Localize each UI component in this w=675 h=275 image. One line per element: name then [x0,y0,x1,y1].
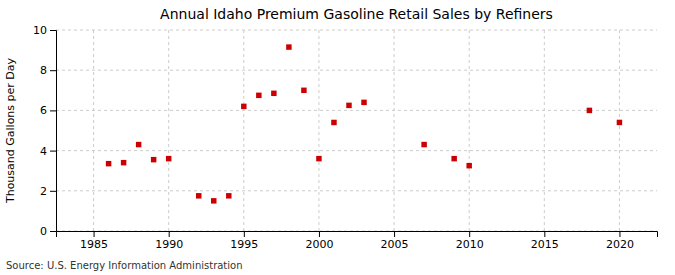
x-tick-label: 2000 [305,238,333,251]
y-grid-line [56,150,657,151]
y-tick: 6 [40,104,56,117]
point [331,120,336,125]
y-axis-line [50,31,57,232]
x-grid-line [93,30,94,231]
point [316,156,321,161]
x-tick-label: 1985 [80,238,108,251]
x-grid-line [318,30,319,231]
y-tick-label: 10 [33,24,47,37]
point [226,193,231,198]
y-tick-label: 6 [40,104,47,117]
x-tick-label: 1995 [230,238,258,251]
point [256,93,261,98]
point [196,193,201,198]
x-axis: 1985 1990 1995 2000 2005 2010 2015 2020 [57,231,658,251]
point [121,160,126,165]
x-tick-label: 1990 [155,238,183,251]
y-tick-label: 4 [40,145,47,158]
point [286,44,291,49]
y-tick-mark [50,110,56,111]
y-grid-line [56,30,657,31]
x-grid-line [619,30,620,231]
y-tick: 0 [40,225,56,238]
y-grid-line [56,110,657,111]
point [211,198,216,203]
point [361,100,366,105]
point [346,103,351,108]
y-tick-mark [50,231,56,232]
x-axis-line [57,232,658,238]
point [166,156,171,161]
point [617,120,622,125]
x-tick-mark [469,231,470,237]
point [587,108,592,113]
x-tick: 1990 [155,231,183,251]
x-tick: 1995 [230,231,258,251]
point [301,88,306,93]
y-tick-mark [50,151,56,152]
x-grid-line [544,30,545,231]
x-tick-label: 2005 [381,238,409,251]
x-tick: 2005 [381,231,409,251]
x-tick: 2010 [456,231,484,251]
chart: 1985 1990 1995 2000 2005 2010 2015 2020 0 2 4 6 8 10 A… [0,0,675,275]
x-grid-line [394,30,395,231]
point [241,104,246,109]
point [151,157,156,162]
y-tick: 2 [40,185,56,198]
point [466,163,471,168]
x-tick: 2015 [531,231,559,251]
plot-area: 1985 1990 1995 2000 2005 2010 2015 2020 0 2 4 6 8 10 [33,24,658,251]
x-grid-line [168,30,169,231]
x-tick-label: 2020 [606,238,634,251]
x-grid-line [469,30,470,231]
x-tick-mark [394,231,395,237]
point [421,142,426,147]
x-tick-mark [619,231,620,237]
x-tick-mark [544,231,545,237]
x-tick-label: 2010 [456,238,484,251]
x-grid-line [243,30,244,231]
y-axis: 0 2 4 6 8 10 [33,24,57,238]
point [136,142,141,147]
y-tick-mark [50,70,56,71]
y-grid-line [56,70,657,71]
source-note: Source: U.S. Energy Information Administ… [6,260,243,271]
point [106,161,111,166]
y-tick: 8 [40,64,56,77]
x-tick-label: 2015 [531,238,559,251]
x-tick-mark [94,231,95,237]
y-grid-line [56,190,657,191]
y-tick-label: 8 [40,64,47,77]
grid [56,30,657,231]
point [271,91,276,96]
y-tick-mark [50,191,56,192]
y-tick-mark [50,30,56,31]
x-tick: 2000 [305,231,333,251]
y-axis-title: Thousand Gallons per Day [4,57,17,204]
point [451,156,456,161]
x-tick-mark [169,231,170,237]
y-tick: 10 [33,24,56,37]
x-tick: 1985 [80,231,108,251]
x-tick: 2020 [606,231,634,251]
x-tick-mark [244,231,245,237]
points [106,44,622,203]
x-tick-mark [319,231,320,237]
title: Annual Idaho Premium Gasoline Retail Sal… [160,6,553,22]
y-tick-label: 2 [40,185,47,198]
y-tick: 4 [40,145,56,158]
y-tick-label: 0 [40,225,47,238]
